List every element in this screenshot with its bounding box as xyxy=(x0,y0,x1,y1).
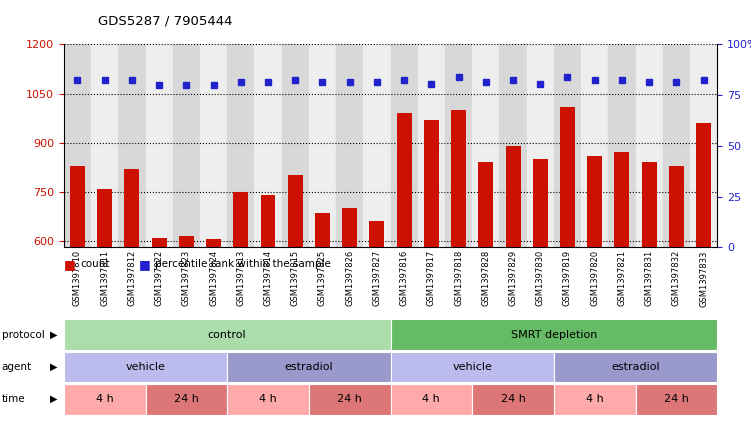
Bar xyxy=(173,44,200,247)
Bar xyxy=(505,146,520,423)
Bar xyxy=(554,44,581,247)
Bar xyxy=(336,44,363,247)
Bar xyxy=(125,169,140,423)
Bar xyxy=(146,44,173,247)
Bar xyxy=(309,44,336,247)
Text: 4 h: 4 h xyxy=(586,394,604,404)
Bar xyxy=(472,44,499,247)
Bar xyxy=(641,162,656,423)
Text: 24 h: 24 h xyxy=(174,394,199,404)
Bar xyxy=(288,176,303,423)
Bar xyxy=(587,156,602,423)
Bar xyxy=(478,162,493,423)
Bar xyxy=(696,123,711,423)
Bar xyxy=(179,236,194,423)
Text: ■: ■ xyxy=(139,258,151,271)
Text: control: control xyxy=(208,330,246,340)
Bar xyxy=(424,120,439,423)
Text: time: time xyxy=(2,394,25,404)
Bar xyxy=(200,44,227,247)
Bar xyxy=(614,152,629,423)
Bar xyxy=(255,44,282,247)
Text: agent: agent xyxy=(2,362,32,372)
Bar xyxy=(342,208,357,423)
Text: 24 h: 24 h xyxy=(501,394,526,404)
Text: ▶: ▶ xyxy=(50,362,57,372)
Text: ▶: ▶ xyxy=(50,394,57,404)
Text: ■: ■ xyxy=(64,258,76,271)
Bar xyxy=(445,44,472,247)
Text: 4 h: 4 h xyxy=(423,394,440,404)
Bar xyxy=(227,44,255,247)
Bar xyxy=(152,238,167,423)
Bar xyxy=(315,213,330,423)
Bar xyxy=(91,44,119,247)
Bar xyxy=(662,44,690,247)
Text: estradiol: estradiol xyxy=(611,362,660,372)
Text: 24 h: 24 h xyxy=(664,394,689,404)
Text: estradiol: estradiol xyxy=(285,362,333,372)
Bar xyxy=(560,107,575,423)
Bar xyxy=(64,44,91,247)
Text: SMRT depletion: SMRT depletion xyxy=(511,330,597,340)
Text: 4 h: 4 h xyxy=(96,394,113,404)
Bar xyxy=(451,110,466,423)
Text: protocol: protocol xyxy=(2,330,44,340)
Bar xyxy=(635,44,662,247)
Bar xyxy=(97,189,112,423)
Text: vehicle: vehicle xyxy=(452,362,492,372)
Bar xyxy=(261,195,276,423)
Bar xyxy=(70,165,85,423)
Bar xyxy=(397,113,412,423)
Bar xyxy=(526,44,554,247)
Text: ▶: ▶ xyxy=(50,330,57,340)
Bar xyxy=(234,192,249,423)
Bar xyxy=(119,44,146,247)
Text: GDS5287 / 7905444: GDS5287 / 7905444 xyxy=(98,15,232,28)
Text: 24 h: 24 h xyxy=(337,394,362,404)
Text: 4 h: 4 h xyxy=(259,394,277,404)
Bar xyxy=(391,44,418,247)
Bar xyxy=(363,44,391,247)
Bar xyxy=(418,44,445,247)
Bar xyxy=(532,159,547,423)
Bar xyxy=(499,44,526,247)
Text: count: count xyxy=(80,259,110,269)
Bar xyxy=(282,44,309,247)
Text: percentile rank within the sample: percentile rank within the sample xyxy=(155,259,331,269)
Bar xyxy=(608,44,635,247)
Bar xyxy=(669,165,684,423)
Text: vehicle: vehicle xyxy=(125,362,165,372)
Bar xyxy=(206,239,221,423)
Bar xyxy=(581,44,608,247)
Bar xyxy=(690,44,717,247)
Bar xyxy=(369,221,385,423)
